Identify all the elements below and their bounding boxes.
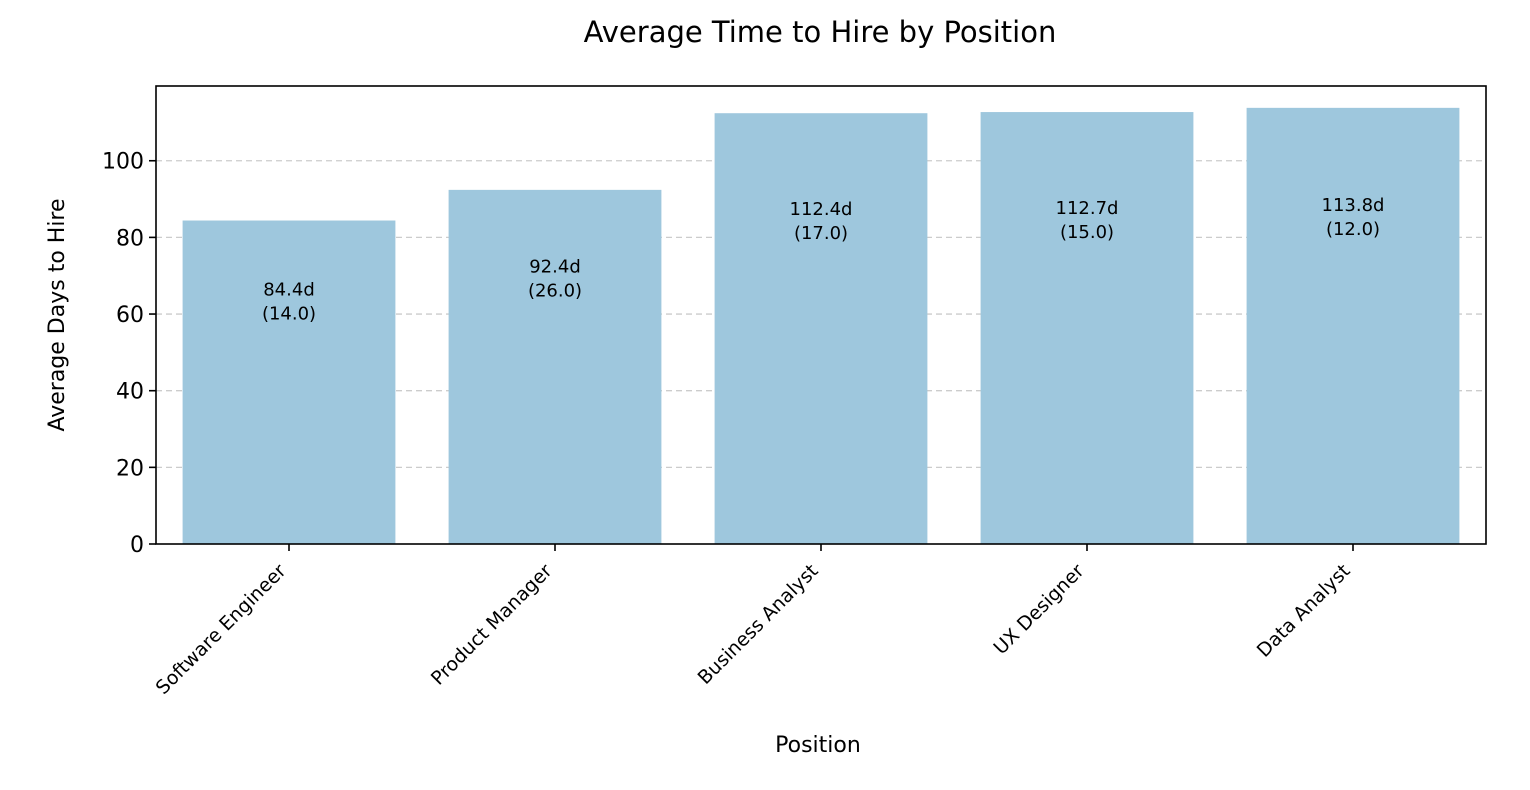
x-tick-label-4: Data Analyst: [1253, 560, 1355, 662]
bar-value-label-2: 112.4d: [790, 199, 853, 220]
bar-3: [980, 112, 1194, 545]
x-tick-label-2: Business Analyst: [694, 560, 823, 689]
bar-value-label-1: 92.4d: [529, 256, 581, 277]
bar-1: [448, 189, 662, 544]
x-tick-label-1: Product Manager: [427, 560, 557, 690]
chart-title: Average Time to Hire by Position: [584, 15, 1057, 49]
bar-count-label-4: (12.0): [1326, 219, 1380, 240]
bars: [182, 107, 1460, 545]
data-labels: 84.4d (14.0) 92.4d (26.0) 112.4d (17.0) 112.7d…: [262, 195, 1385, 325]
y-tick-label-2: 40: [116, 380, 144, 405]
bar-value-label-3: 112.7d: [1056, 198, 1119, 219]
x-axis-ticks: Software Engineer Product Manager Business…: [152, 544, 1355, 699]
y-axis-label: Average Days to Hire: [45, 198, 70, 431]
bar-4: [1246, 107, 1460, 545]
x-tick-label-0: Software Engineer: [152, 560, 291, 699]
bar-0: [182, 220, 396, 545]
y-tick-label-5: 100: [102, 150, 144, 175]
y-tick-label-0: 0: [130, 533, 144, 558]
bar-value-label-0: 84.4d: [263, 279, 315, 300]
bar-2: [714, 113, 928, 544]
bar-count-label-2: (17.0): [794, 223, 848, 244]
x-axis-label: Position: [775, 733, 861, 758]
y-axis-ticks: 0 20 40 60 80 100: [102, 150, 156, 558]
bar-count-label-3: (15.0): [1060, 222, 1114, 243]
bar-count-label-1: (26.0): [528, 280, 582, 301]
y-tick-label-3: 60: [116, 303, 144, 328]
y-tick-label-4: 80: [116, 226, 144, 251]
bar-count-label-0: (14.0): [262, 303, 316, 324]
y-tick-label-1: 20: [116, 456, 144, 481]
x-tick-label-3: UX Designer: [989, 560, 1088, 659]
bar-value-label-4: 113.8d: [1322, 195, 1385, 216]
